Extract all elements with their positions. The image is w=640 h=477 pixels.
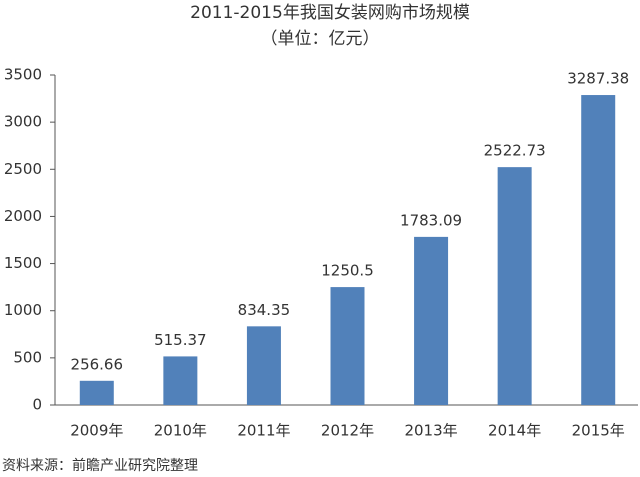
y-tick-label: 2000: [4, 207, 42, 225]
data-label: 3287.38: [567, 70, 629, 88]
y-tick-label: 1000: [4, 301, 42, 319]
x-tick-label: 2009年: [70, 422, 123, 440]
x-tick-label: 2012年: [321, 422, 374, 440]
y-tick-label: 0: [32, 396, 42, 414]
data-label: 834.35: [238, 301, 291, 319]
data-label: 515.37: [154, 331, 207, 349]
bar: [497, 167, 532, 405]
x-tick-label: 2015年: [572, 422, 625, 440]
chart-subtitle: （单位：亿元）: [261, 29, 380, 49]
data-label: 256.66: [71, 355, 124, 373]
bar: [79, 380, 114, 405]
bar: [163, 356, 198, 405]
data-label: 1250.5: [321, 262, 374, 280]
bar: [246, 326, 281, 405]
bar: [414, 236, 449, 405]
data-label: 1783.09: [400, 211, 462, 229]
x-tick-label: 2010年: [154, 422, 207, 440]
x-tick-label: 2011年: [237, 422, 290, 440]
bar: [330, 287, 365, 405]
y-tick-label: 1500: [4, 254, 42, 272]
y-tick-label: 2500: [4, 160, 42, 178]
chart-title: 2011-2015年我国女装网购市场规模: [190, 3, 470, 23]
y-tick-label: 3000: [4, 113, 42, 131]
y-tick-label: 3500: [4, 66, 42, 84]
x-tick-label: 2014年: [488, 422, 541, 440]
x-tick-label: 2013年: [404, 422, 457, 440]
data-label: 2522.73: [484, 142, 546, 160]
y-tick-label: 500: [13, 348, 42, 366]
source-note: 资料来源：前瞻产业研究院整理: [2, 457, 198, 474]
bar: [581, 95, 616, 405]
